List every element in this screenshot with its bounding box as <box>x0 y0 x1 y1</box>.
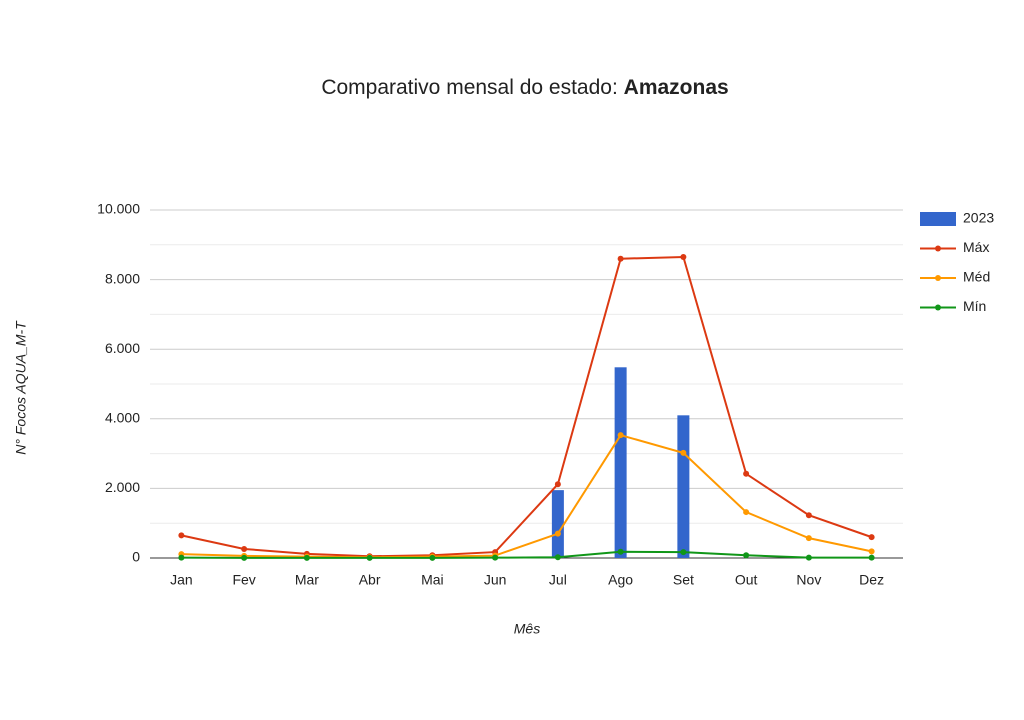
bar <box>551 490 564 558</box>
series-line <box>181 550 872 559</box>
point <box>868 554 875 561</box>
legend-label: 2023 <box>963 210 994 226</box>
point <box>554 530 561 537</box>
x-tick-label: Set <box>673 572 694 588</box>
point <box>743 470 750 477</box>
point <box>868 534 875 541</box>
point <box>178 532 185 539</box>
y-tick-label: 6.000 <box>105 340 140 356</box>
point <box>680 253 687 260</box>
title-state: Amazonas <box>624 76 729 99</box>
point <box>680 449 687 456</box>
x-tick-label: Mar <box>295 572 319 588</box>
point <box>303 554 310 561</box>
x-tick-label: Abr <box>359 572 381 588</box>
y-axis-label: N° Focos AQUA_M-T <box>13 320 29 455</box>
legend-swatch-dot <box>935 304 941 311</box>
x-tick-label: Jul <box>549 572 567 588</box>
y-tick-label: 8.000 <box>105 270 140 286</box>
point <box>429 554 436 561</box>
point <box>617 548 624 555</box>
point <box>492 554 499 561</box>
point <box>617 432 624 439</box>
title-text: Comparativo mensal do estado: <box>321 76 618 99</box>
x-tick-label: Jun <box>484 572 507 588</box>
legend-label: Méd <box>963 269 990 285</box>
x-tick-label: Mai <box>421 572 444 588</box>
x-tick-label: Out <box>735 572 758 588</box>
point <box>241 554 248 561</box>
legend-swatch-dot <box>935 275 941 281</box>
series-line <box>181 255 872 558</box>
legend-label: Mín <box>963 298 986 314</box>
point <box>554 554 561 561</box>
legend-swatch <box>920 212 956 226</box>
point <box>743 552 750 559</box>
point <box>805 535 812 542</box>
point <box>554 481 561 488</box>
point <box>805 512 812 519</box>
point <box>743 509 750 516</box>
legend-label: Máx <box>963 239 989 255</box>
point <box>178 554 185 561</box>
x-tick-label: Fev <box>232 572 255 588</box>
point <box>868 548 875 555</box>
x-tick-label: Jan <box>170 572 193 588</box>
point <box>366 554 373 561</box>
x-tick-label: Dez <box>859 572 884 588</box>
point <box>617 255 624 262</box>
x-tick-label: Nov <box>796 572 821 588</box>
y-tick-label: 0 <box>132 549 140 565</box>
x-tick-label: Ago <box>608 572 633 588</box>
chart-title: Comparativo mensal do estado: Amazonas <box>321 76 728 99</box>
point <box>241 545 248 552</box>
point <box>680 549 687 556</box>
series-line <box>181 433 872 559</box>
x-axis-label: Mês <box>514 621 540 637</box>
y-tick-label: 4.000 <box>105 410 140 426</box>
bar <box>614 367 627 558</box>
y-tick-label: 2.000 <box>105 479 140 495</box>
y-tick-label: 10.000 <box>97 201 140 217</box>
bar <box>677 415 690 558</box>
point <box>805 554 812 561</box>
legend-swatch-dot <box>935 245 941 252</box>
